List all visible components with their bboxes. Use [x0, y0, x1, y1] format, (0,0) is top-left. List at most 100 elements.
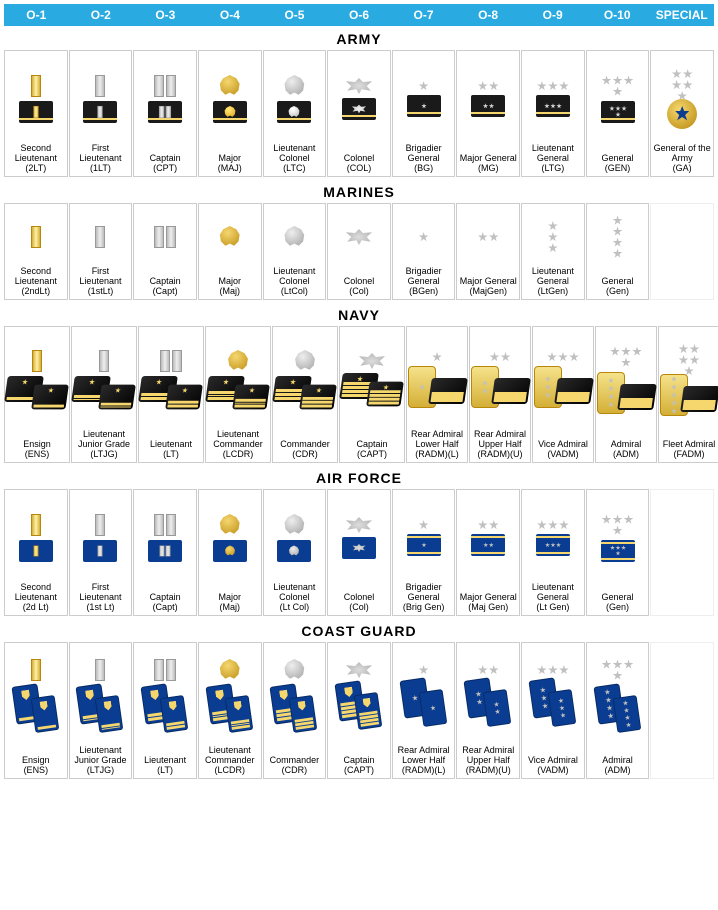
insignia [394, 207, 454, 267]
rank-label: Major(Maj) [218, 583, 241, 613]
branch-title: MARINES [4, 181, 714, 203]
rank-abbr: (Col) [344, 603, 375, 613]
rank-cell: Brigadier General(Brig Gen) [392, 489, 456, 616]
rank-abbr: (CAPT) [356, 450, 387, 460]
grade-header: O-1O-2O-3O-4O-5O-6O-7O-8O-9O-10SPECIAL [4, 4, 714, 26]
rank-abbr: (LT) [150, 450, 192, 460]
rank-cell: Major General(MajGen) [456, 203, 520, 300]
insignia [534, 330, 592, 430]
rank-abbr: (VADM) [528, 766, 578, 776]
rank-cell: Major(Maj) [198, 203, 262, 300]
rank-cell: General of the Army(GA) [650, 50, 714, 177]
rank-label: Ensign(ENS) [22, 746, 50, 776]
rank-cell: Captain(CPT) [133, 50, 197, 177]
insignia [274, 330, 336, 430]
rank-abbr: (Gen) [602, 603, 634, 613]
rank-cell: Brigadier General(BGen) [392, 203, 456, 300]
rank-abbr: (MG) [460, 164, 517, 174]
insignia [394, 493, 454, 583]
rank-name: Rear Admiral Upper Half [471, 430, 529, 450]
rank-cell: First Lieutenant(1stLt) [69, 203, 133, 300]
insignia [341, 330, 403, 430]
rank-abbr: (Capt) [150, 603, 181, 613]
rank-label: Lieutenant Junior Grade(LTJG) [73, 430, 135, 460]
chart-body: ARMYSecond Lieutenant(2LT)First Lieutena… [4, 28, 714, 779]
insignia [71, 493, 131, 583]
rank-name: Lieutenant Colonel [265, 144, 325, 164]
rank-abbr: (Maj) [218, 287, 241, 297]
rank-label: Brigadier General(BG) [394, 144, 454, 174]
insignia [140, 330, 202, 430]
rank-abbr: (LTC) [265, 164, 325, 174]
rank-abbr: (VADM) [538, 450, 588, 460]
rank-label: General(Gen) [602, 583, 634, 613]
rank-abbr: (Maj) [218, 603, 241, 613]
insignia [200, 54, 260, 144]
rank-cell: Major General(Maj Gen) [456, 489, 520, 616]
insignia [458, 493, 518, 583]
rank-label: Brigadier General(BGen) [394, 267, 454, 297]
rank-label: General(Gen) [602, 267, 634, 297]
insignia [458, 207, 518, 267]
insignia [394, 54, 454, 144]
rank-label: First Lieutenant(1stLt) [71, 267, 131, 297]
rank-label: Lieutenant Colonel(LtCol) [265, 267, 325, 297]
insignia [265, 54, 325, 144]
insignia [329, 493, 389, 583]
rank-cell: Colonel(COL) [327, 50, 391, 177]
rank-name: Brigadier General [394, 583, 454, 603]
rank-label: Second Lieutenant(2ndLt) [6, 267, 66, 297]
rank-name: Second Lieutenant [6, 144, 66, 164]
rank-name: Second Lieutenant [6, 583, 66, 603]
grade-col-6: O-7 [391, 8, 456, 22]
rank-abbr: (ADM) [602, 766, 633, 776]
branch-grid: Second Lieutenant(2LT)First Lieutenant(1… [4, 50, 714, 177]
insignia [652, 207, 712, 267]
rank-cell: Captain(Capt) [133, 489, 197, 616]
rank-label: First Lieutenant(1LT) [71, 144, 131, 174]
rank-name: Lieutenant Colonel [265, 583, 325, 603]
insignia [660, 330, 718, 430]
rank-abbr: (2d Lt) [6, 603, 66, 613]
insignia [265, 493, 325, 583]
insignia [200, 207, 260, 267]
grade-col-3: O-4 [198, 8, 263, 22]
rank-abbr: (COL) [344, 164, 375, 174]
grade-col-5: O-6 [327, 8, 392, 22]
rank-abbr: (CDR) [270, 766, 320, 776]
rank-name: Lieutenant General [523, 583, 583, 603]
insignia [458, 646, 518, 746]
rank-cell: Commander(CDR) [263, 642, 327, 779]
rank-label: Captain(CAPT) [356, 430, 387, 460]
rank-label: Vice Admiral(VADM) [528, 746, 578, 776]
rank-cell: Fleet Admiral(FADM) [658, 326, 718, 463]
insignia [458, 54, 518, 144]
rank-cell: General(Gen) [586, 489, 650, 616]
rank-label: Second Lieutenant(2LT) [6, 144, 66, 174]
rank-label: Major(MAJ) [218, 144, 242, 174]
insignia [652, 493, 712, 583]
insignia [71, 207, 131, 267]
rank-abbr: (LTJG) [71, 766, 131, 776]
rank-abbr: (Lt Gen) [523, 603, 583, 613]
rank-cell [650, 489, 714, 616]
rank-name: Brigadier General [394, 144, 454, 164]
branch-grid: Ensign(ENS)Lieutenant Junior Grade(LTJG)… [4, 326, 714, 463]
rank-abbr: (FADM) [663, 450, 716, 460]
rank-abbr: (BG) [394, 164, 454, 174]
branch-title: ARMY [4, 28, 714, 50]
rank-abbr: (CPT) [150, 164, 181, 174]
insignia [6, 493, 66, 583]
rank-cell: General(Gen) [586, 203, 650, 300]
rank-cell: Second Lieutenant(2ndLt) [4, 203, 68, 300]
rank-label: Colonel(Col) [344, 583, 375, 613]
rank-cell: Lieutenant Junior Grade(LTJG) [69, 642, 133, 779]
rank-label: Vice Admiral(VADM) [538, 430, 588, 460]
branch-title: NAVY [4, 304, 714, 326]
rank-abbr: (Brig Gen) [394, 603, 454, 613]
insignia [408, 330, 466, 430]
rank-cell: Lieutenant Commander(LCDR) [205, 326, 271, 463]
rank-label: Lieutenant Commander(LCDR) [207, 430, 269, 460]
rank-label: Lieutenant(LT) [150, 430, 192, 460]
rank-label: Fleet Admiral(FADM) [663, 430, 716, 460]
